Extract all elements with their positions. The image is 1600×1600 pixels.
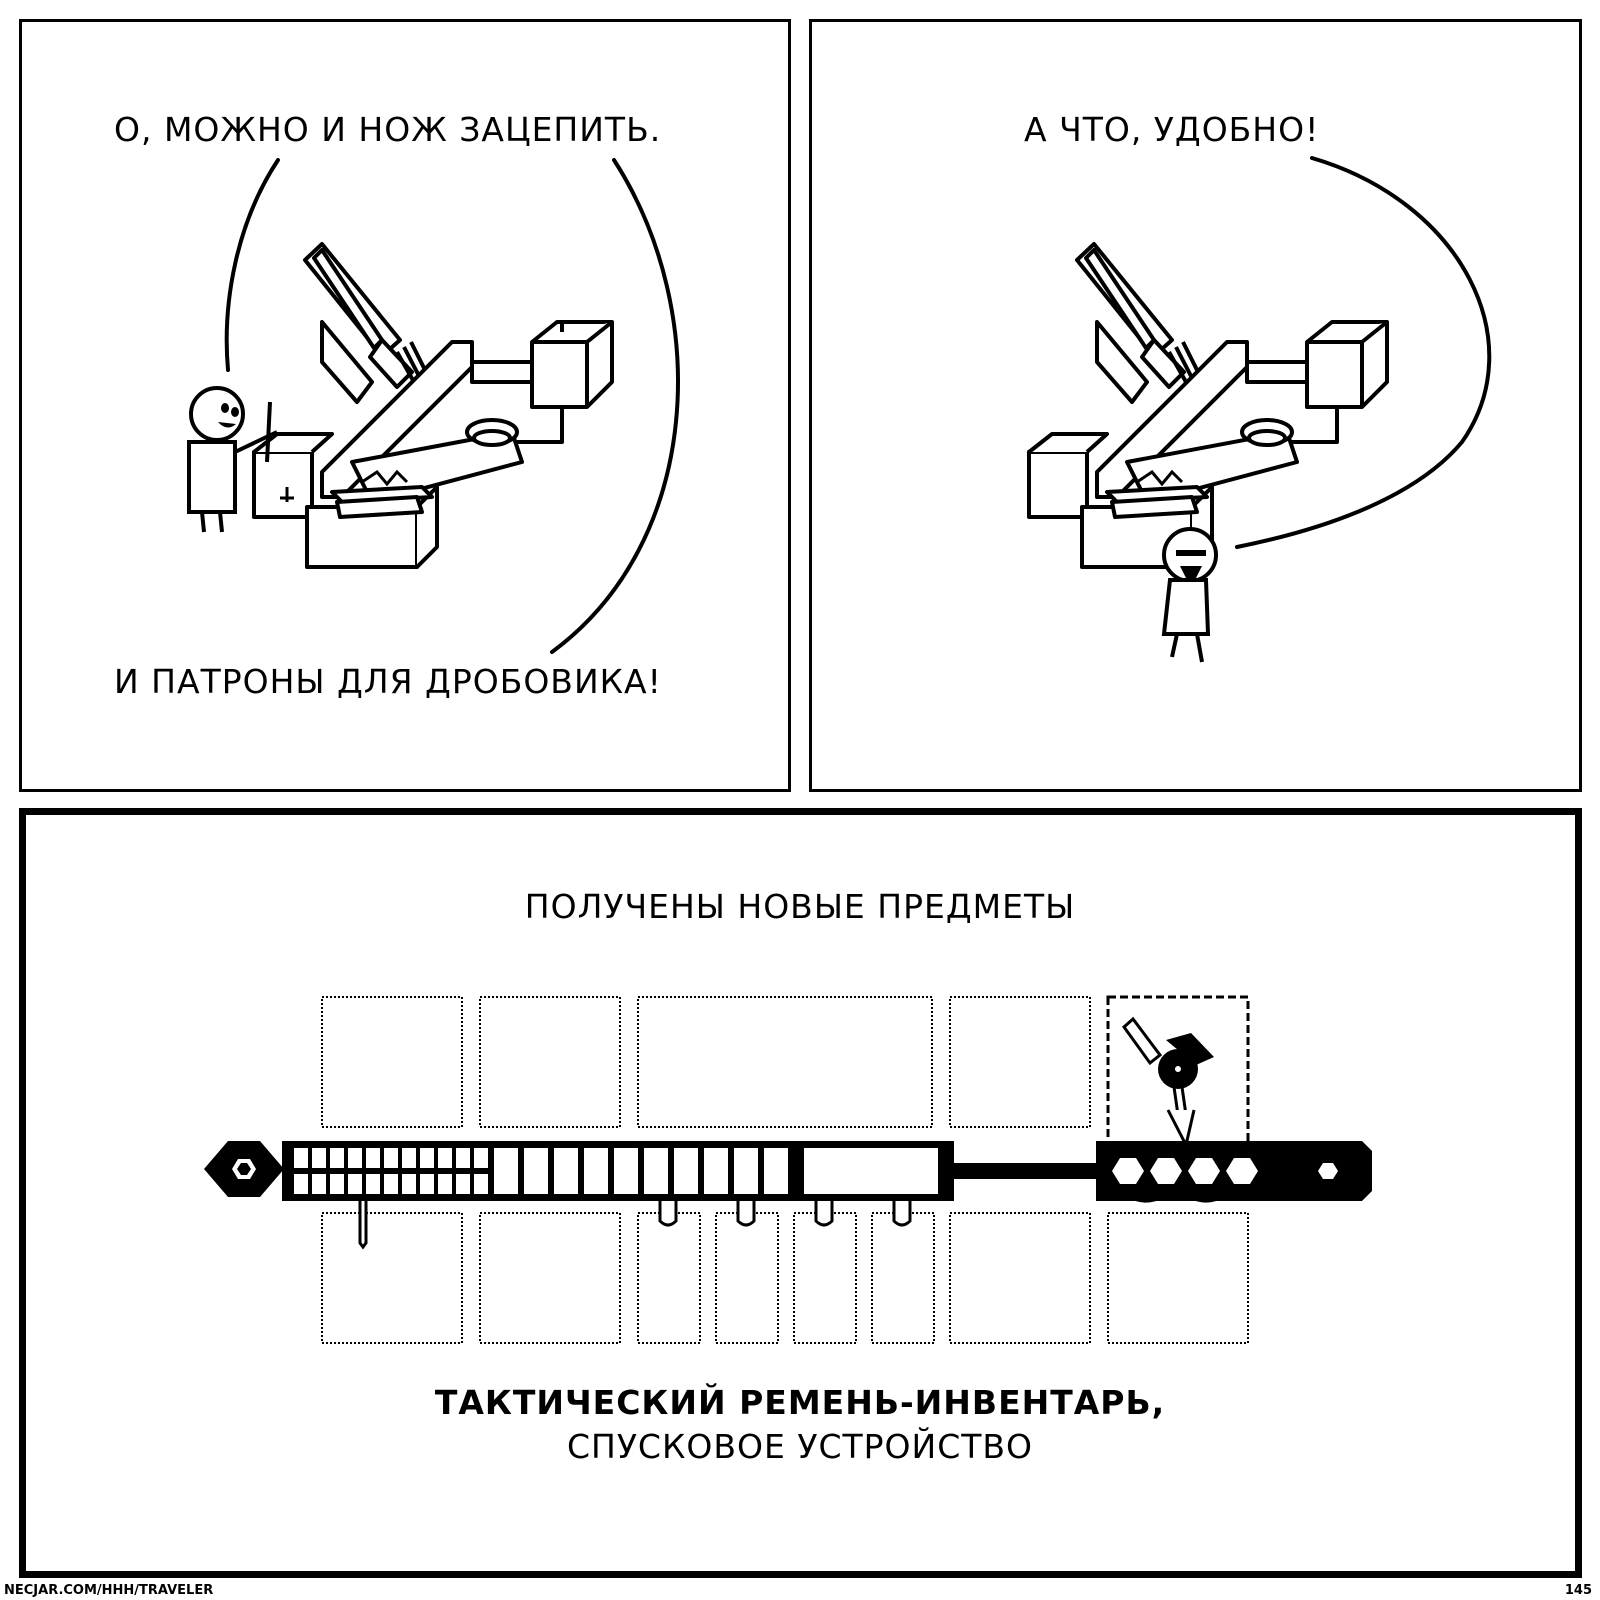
speech-tail-bottom xyxy=(550,158,680,654)
slot-bottom-2 xyxy=(479,1212,621,1344)
tactical-belt xyxy=(204,1141,1372,1250)
slot-top-3 xyxy=(637,996,933,1128)
speech-tail xyxy=(1235,156,1492,549)
slot-bottom-4 xyxy=(715,1212,779,1344)
items-received-heading: ПОЛУЧЕНЫ НОВЫЕ ПРЕДМЕТЫ xyxy=(524,887,1076,926)
speech-tail-top xyxy=(224,158,280,372)
comic-panel-2: А ЧТО, УДОБНО! xyxy=(809,19,1582,792)
slot-bottom-5 xyxy=(793,1212,857,1344)
footer-url: NECJAR.COM/HHH/TRAVELER xyxy=(4,1583,214,1598)
slot-bottom-8 xyxy=(1107,1212,1249,1344)
character-scientist xyxy=(187,386,278,533)
slot-top-1 xyxy=(321,996,463,1128)
page-number: 145 xyxy=(1564,1583,1592,1598)
panel2-illustration xyxy=(1027,156,1492,663)
comic-panel-1: О, МОЖНО И НОЖ ЗАЦЕПИТЬ. И ПАТРОНЫ ДЛЯ Д… xyxy=(19,19,791,792)
slot-bottom-6 xyxy=(871,1212,935,1344)
slot-top-4 xyxy=(949,996,1091,1128)
panel2-speech: А ЧТО, УДОБНО! xyxy=(1024,110,1320,149)
item-name-trigger: СПУСКОВОЕ УСТРОЙСТВО xyxy=(566,1427,1034,1466)
belt-rig-drawing xyxy=(1027,242,1389,569)
inventory-slots-top xyxy=(321,996,1091,1128)
panel1-illustration xyxy=(187,158,680,654)
slot-bottom-1 xyxy=(321,1212,463,1344)
slot-top-2 xyxy=(479,996,621,1128)
panel1-speech-bottom: И ПАТРОНЫ ДЛЯ ДРОБОВИКА! xyxy=(114,662,662,701)
trigger-device-icon xyxy=(1121,1016,1214,1150)
slot-bottom-3 xyxy=(637,1212,701,1344)
inventory-slots-bottom xyxy=(321,1212,1249,1344)
item-name-belt: ТАКТИЧЕСКИЙ РЕМЕНЬ-ИНВЕНТАРЬ, xyxy=(434,1383,1166,1422)
character-with-belt xyxy=(1161,527,1218,663)
comic-panel-3-item-screen: ПОЛУЧЕНЫ НОВЫЕ ПРЕДМЕТЫ ТАКТИЧЕСКИЙ РЕМЕ… xyxy=(19,808,1582,1578)
panel1-speech-top: О, МОЖНО И НОЖ ЗАЦЕПИТЬ. xyxy=(114,110,662,149)
inventory-belt-diagram xyxy=(204,995,1372,1344)
slot-bottom-7 xyxy=(949,1212,1091,1344)
belt-rig-drawing xyxy=(252,242,614,569)
